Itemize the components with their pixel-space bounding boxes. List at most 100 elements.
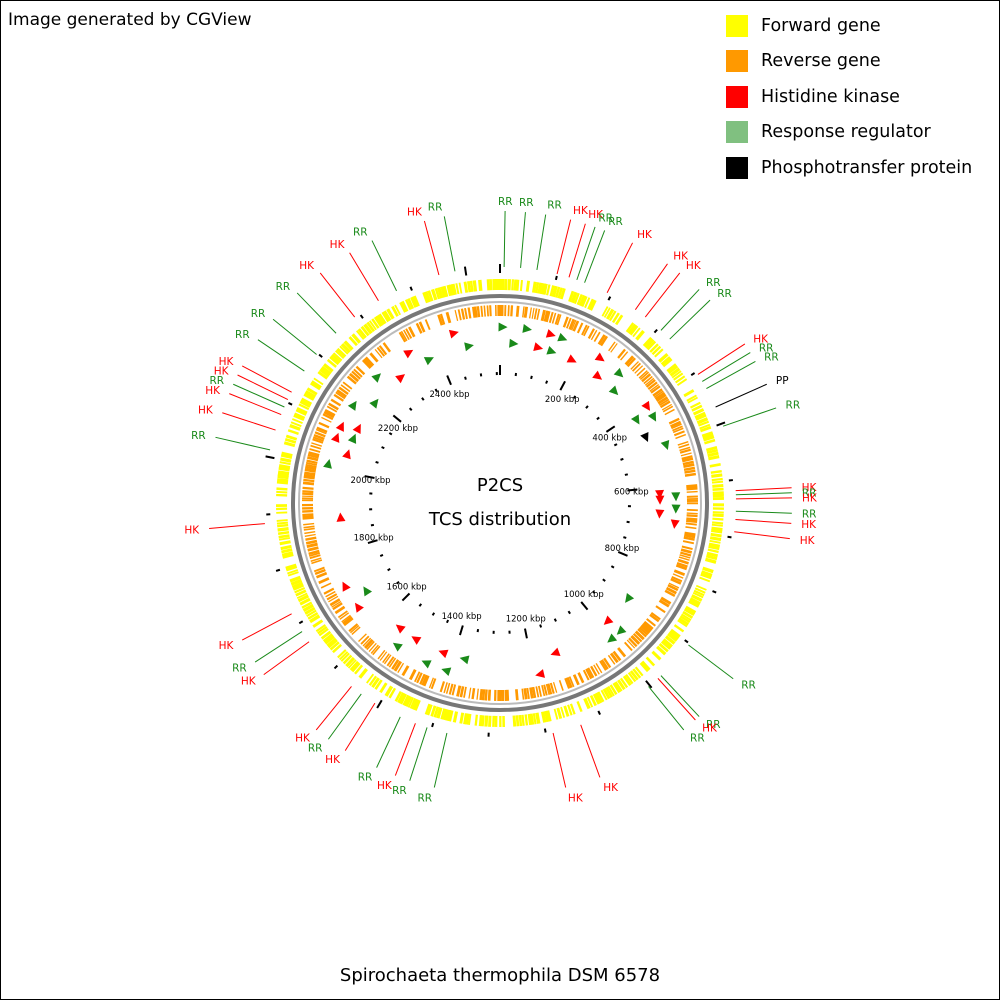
callout-label-rr: RR: [706, 277, 721, 289]
forward-gene-mark: [581, 296, 588, 307]
reverse-gene-mark: [348, 623, 359, 633]
backbone-ring-inner: [298, 301, 702, 705]
forward-gene-mark: [709, 536, 722, 542]
reverse-gene-mark: [376, 346, 386, 357]
forward-gene-mark: [373, 315, 383, 327]
forward-gene-mark: [480, 715, 485, 727]
reverse-gene-mark: [405, 328, 413, 339]
rr-marker: [546, 345, 557, 355]
center-subtitle: TCS distribution: [428, 509, 571, 530]
hk-marker: [342, 449, 351, 460]
forward-gene-mark: [436, 707, 443, 719]
reverse-gene-mark: [632, 633, 643, 643]
reverse-gene-mark: [328, 402, 339, 411]
inner-tick: [530, 375, 533, 380]
reverse-gene-mark: [374, 348, 383, 359]
forward-gene-mark: [345, 656, 356, 668]
forward-gene-mark: [295, 408, 307, 416]
forward-gene-mark: [466, 281, 472, 293]
callout-line: [648, 686, 685, 731]
reverse-gene-mark: [679, 554, 691, 559]
forward-gene-mark: [573, 292, 580, 304]
reverse-gene-mark: [459, 686, 465, 698]
hk-marker: [535, 669, 545, 678]
forward-gene-mark: [463, 713, 468, 725]
reverse-gene-mark: [665, 586, 677, 595]
forward-gene-mark: [354, 664, 364, 675]
reverse-gene-mark: [372, 645, 381, 656]
callout-line: [576, 226, 596, 281]
forward-gene-mark: [589, 695, 597, 707]
reverse-gene-mark: [680, 452, 692, 457]
hk-marker: [594, 352, 605, 362]
inner-tick: [445, 619, 450, 624]
forward-gene-mark: [280, 454, 293, 459]
reverse-gene-mark: [664, 408, 675, 416]
reverse-gene-mark: [685, 526, 697, 530]
reverse-gene-mark: [686, 486, 698, 491]
backbone-ring: [291, 294, 709, 712]
reverse-gene-mark: [302, 486, 314, 490]
outer-tick: [684, 639, 689, 644]
forward-gene-mark: [592, 693, 601, 705]
callout-label-rr: RR: [428, 202, 443, 214]
forward-gene-mark: [281, 548, 293, 554]
reverse-gene-mark: [331, 600, 342, 608]
reverse-gene-mark: [543, 310, 549, 322]
reverse-gene-mark: [350, 625, 360, 634]
inner-tick: [623, 536, 627, 539]
forward-gene-mark: [518, 714, 523, 727]
forward-gene-mark: [608, 310, 617, 322]
callout-label-hk: HK: [603, 782, 619, 794]
outer-tick: [288, 402, 293, 406]
reverse-gene-mark: [414, 671, 421, 683]
callout-line: [371, 240, 397, 292]
callout-line: [319, 272, 356, 318]
forward-gene-mark: [442, 708, 448, 721]
forward-gene-mark: [546, 284, 551, 296]
forward-gene-mark: [277, 474, 289, 480]
forward-gene-mark: [465, 713, 470, 725]
reverse-gene-mark: [650, 611, 661, 621]
reverse-gene-mark: [486, 305, 489, 317]
forward-gene-mark: [576, 700, 583, 713]
reverse-gene-mark: [474, 306, 478, 318]
forward-gene-mark: [276, 487, 288, 491]
reverse-gene-mark: [454, 310, 459, 322]
forward-gene-mark: [324, 634, 335, 645]
forward-gene-mark: [433, 706, 440, 718]
reverse-gene-mark: [661, 403, 673, 411]
reverse-gene-mark: [656, 393, 667, 402]
reverse-gene-mark: [353, 368, 363, 378]
inner-tick: [418, 603, 423, 607]
forward-gene-mark: [531, 281, 537, 293]
reverse-gene-mark: [659, 400, 671, 409]
reverse-gene-mark: [463, 686, 467, 698]
forward-gene-mark: [540, 711, 547, 723]
reverse-gene-mark: [682, 460, 694, 466]
forward-gene-mark: [348, 336, 358, 347]
reverse-gene-mark: [321, 416, 332, 423]
forward-gene-mark: [299, 399, 312, 408]
reverse-gene-mark: [308, 451, 320, 457]
forward-gene-mark: [645, 656, 656, 667]
reverse-gene-mark: [363, 638, 374, 649]
inner-tick: [620, 457, 624, 461]
reverse-gene-mark: [515, 305, 520, 317]
callout-label-hk: HK: [205, 385, 221, 397]
reverse-gene-mark: [531, 307, 535, 319]
outer-tick: [333, 664, 339, 670]
hk-marker: [438, 649, 449, 659]
inner-tick: [396, 580, 400, 585]
forward-gene-mark: [351, 662, 361, 673]
reverse-gene-mark: [686, 484, 698, 489]
forward-gene-mark: [452, 711, 459, 723]
forward-gene-mark: [424, 703, 431, 715]
forward-gene-mark: [693, 589, 705, 597]
forward-gene-mark: [296, 592, 308, 599]
callout-label-rr: RR: [786, 400, 801, 412]
callout-label-rr: RR: [308, 742, 323, 754]
callout-line: [433, 732, 448, 788]
forward-gene-mark: [707, 548, 719, 554]
